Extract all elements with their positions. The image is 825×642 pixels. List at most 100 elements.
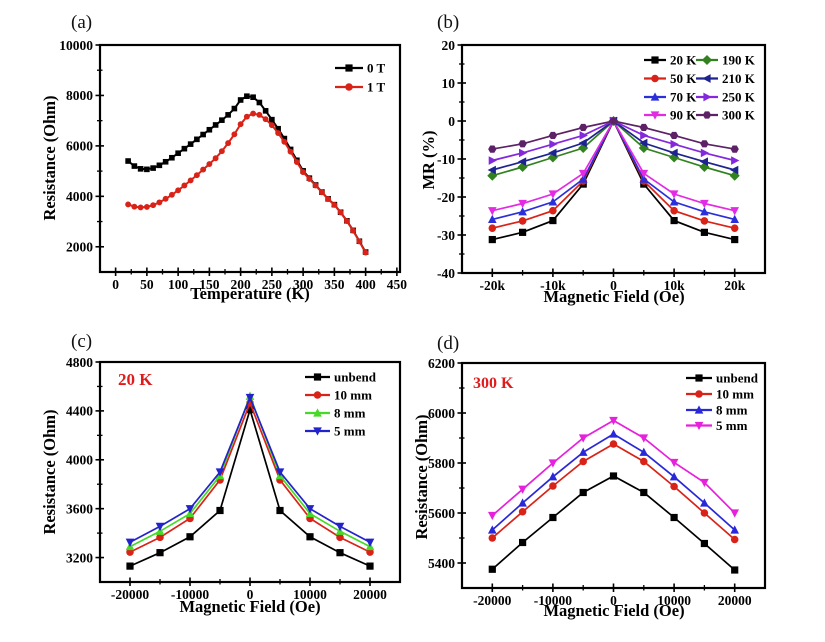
panel-d-tick-labels: -20000 -10000 0 10000 20000 5400 5600 5800 6000 6… [428,356,752,608]
panel-b-legend: 20 K 50 K 70 K 90 K 190 K 210 K 250 K 300 K [644,53,756,123]
svg-text:-20k: -20k [480,278,506,293]
svg-text:0: 0 [610,593,617,608]
svg-text:4000: 4000 [66,189,93,204]
panel-b-plot: -20k -10k 0 10k 20k -40 -30 -20 -10 0 10 20 20 K 50 K… [437,38,767,293]
svg-text:250: 250 [262,277,283,292]
svg-text:90 K: 90 K [670,108,697,123]
svg-text:10k: 10k [664,278,686,293]
svg-text:210 K: 210 K [722,71,756,86]
svg-text:5600: 5600 [428,506,455,521]
svg-text:-10000: -10000 [171,587,209,602]
svg-text:5 mm: 5 mm [334,424,366,439]
svg-text:4400: 4400 [66,404,93,419]
svg-text:20: 20 [442,38,456,53]
svg-text:400: 400 [356,277,377,292]
panel-c-tag: (c) [71,331,93,352]
svg-text:4000: 4000 [66,453,93,468]
svg-text:3600: 3600 [66,501,93,516]
panel-d-series-5-mm [487,416,740,521]
panel-c-frame [98,360,402,584]
svg-text:300: 300 [293,277,314,292]
panel-b-series-190-K [487,115,740,181]
panel-d-series-8-mm [487,429,740,534]
svg-text:0: 0 [610,278,617,293]
panel-c-plot: -20000 -10000 0 10000 20000 3200 3600 4000 4400 4… [66,355,402,602]
svg-text:10000: 10000 [293,587,327,602]
svg-text:20k: 20k [724,278,746,293]
svg-text:10 mm: 10 mm [334,388,372,403]
panel-b-series-20-K [488,117,739,244]
svg-text:-10k: -10k [540,278,566,293]
panel-a-x-axis-title: Temperature (K) [190,284,310,303]
panel-d-series-10-mm [488,440,739,544]
panel-c-temperature-annotation: 20 K [118,370,153,389]
svg-text:6200: 6200 [428,356,455,371]
svg-text:10000: 10000 [59,38,93,53]
svg-text:50: 50 [140,277,154,292]
svg-text:0: 0 [247,587,254,602]
svg-text:-10: -10 [437,152,455,167]
svg-text:300 K: 300 K [722,108,756,123]
panel-b-y-axis-title: MR (%) [419,130,438,190]
panel-b-x-axis-title: Magnetic Field (Oe) [543,287,685,306]
panel-c-tick-labels: -20000 -10000 0 10000 20000 3200 3600 4000 4400 4… [66,355,387,602]
svg-text:20000: 20000 [718,593,752,608]
svg-text:-10000: -10000 [534,593,572,608]
svg-text:0: 0 [112,277,119,292]
panel-b-series-70-K [487,116,740,224]
svg-text:-20000: -20000 [473,593,511,608]
panel-c-series-5-mm [125,393,375,547]
panel-d-series-unbend [488,472,739,574]
panel-b-frame [460,43,767,275]
panel-d-tag: (d) [437,333,460,354]
panel-d-y-axis-title: Resistance (Ohm) [412,414,431,540]
svg-text:200: 200 [231,277,252,292]
svg-text:10000: 10000 [657,593,691,608]
svg-text:10 mm: 10 mm [716,387,754,402]
svg-text:250 K: 250 K [722,90,756,105]
svg-text:6000: 6000 [428,406,455,421]
svg-text:4800: 4800 [66,355,93,370]
panel-c-x-axis-title: Magnetic Field (Oe) [179,597,321,616]
svg-text:5 mm: 5 mm [716,418,748,433]
svg-text:150: 150 [199,277,220,292]
svg-text:6000: 6000 [66,139,93,154]
svg-text:5800: 5800 [428,456,455,471]
panel-a-frame [98,43,402,274]
panel-d-axis-ticks [457,362,736,592]
panel-d-frame [460,361,767,590]
svg-text:20 K: 20 K [670,53,697,68]
svg-text:unbend: unbend [716,371,759,386]
svg-text:100: 100 [168,277,189,292]
svg-text:0 T: 0 T [367,61,386,76]
svg-text:8 mm: 8 mm [334,406,366,421]
svg-text:3200: 3200 [66,550,93,565]
svg-text:unbend: unbend [334,370,377,385]
svg-text:-30: -30 [437,228,455,243]
svg-text:5400: 5400 [428,556,455,571]
svg-text:8 mm: 8 mm [716,403,748,418]
svg-text:-20000: -20000 [111,587,149,602]
panel-b-tick-labels: -20k -10k 0 10k 20k -40 -30 -20 -10 0 10 20 [437,38,746,293]
svg-text:20000: 20000 [353,587,387,602]
panel-c-series-unbend [126,406,374,570]
svg-text:-20: -20 [437,190,455,205]
svg-text:-40: -40 [437,266,455,281]
svg-text:1 T: 1 T [367,80,386,95]
svg-text:10: 10 [442,76,456,91]
panel-a-tick-labels: 0 50 100 150 200 250 300 350 400 450 2000 4000 6000 8… [59,38,407,292]
svg-text:190 K: 190 K [722,53,756,68]
panel-c-legend: unbend 10 mm 8 mm 5 mm [305,370,377,439]
panel-c-y-axis-title: Resistance (Ohm) [40,409,59,535]
svg-text:0: 0 [448,114,455,129]
panel-d-x-axis-title: Magnetic Field (Oe) [543,601,685,620]
svg-text:50 K: 50 K [670,71,697,86]
svg-text:2000: 2000 [66,240,93,255]
svg-text:450: 450 [387,277,408,292]
panel-b-tag: (b) [437,12,460,33]
svg-text:8000: 8000 [66,88,93,103]
panel-b-series-300-K [488,117,739,153]
panel-a-tag: (a) [71,12,93,33]
